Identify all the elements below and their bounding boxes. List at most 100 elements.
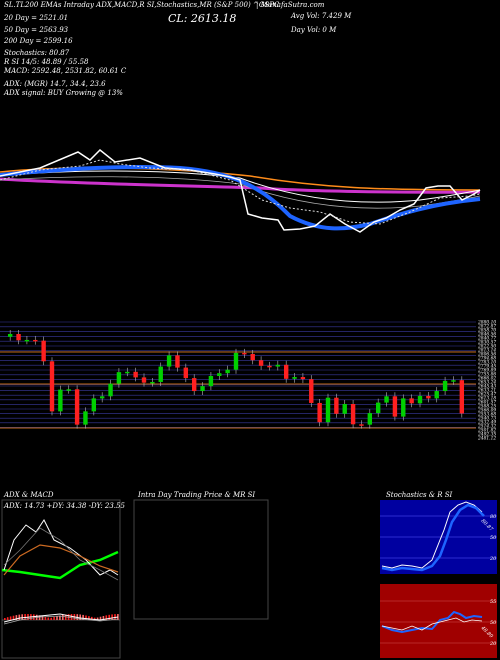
y-tick-label: 2613.18 — [477, 397, 496, 402]
candle-body — [133, 371, 138, 378]
mr-panel-title: Intra Day Trading Price & MR SI — [138, 491, 256, 499]
candle-body — [91, 398, 97, 412]
macd-hist-bar — [62, 614, 64, 620]
y-tick-label: 2588.25 — [477, 405, 496, 410]
y-tick-label: 2769.89 — [477, 369, 496, 374]
y-tick-label: 2840.77 — [477, 337, 496, 342]
y-tick-label: 2783.10 — [477, 361, 496, 366]
candle-body — [74, 389, 80, 425]
close-label: CL: 2613.18 — [168, 12, 237, 25]
candle-body — [309, 379, 314, 403]
candle-body — [166, 355, 172, 367]
candle-body — [175, 355, 180, 368]
y-tick-label: 2794.68 — [477, 357, 496, 362]
macd-hist-bar — [99, 616, 102, 620]
candle-body — [208, 376, 214, 387]
candle-body — [258, 360, 264, 366]
macd-hist-bar — [105, 615, 108, 620]
band-line — [0, 177, 481, 194]
y-tick-label: 2846.56 — [477, 333, 496, 338]
macd-hist-bar — [41, 615, 44, 620]
candle-body — [233, 352, 239, 370]
y-tick-label: 2645.43 — [477, 385, 496, 390]
adx-values-text: ADX: 14.73 +DY: 34.38 -DY: 23.55 — [3, 502, 125, 510]
top-strip: SL.TL200 EMAs Intraday ADX,MACD,R SI,Sto… — [4, 1, 280, 9]
candle-body — [250, 353, 255, 361]
macd-hist-bar — [108, 614, 110, 620]
adx-white-line — [3, 519, 119, 576]
macd-hist-bar — [44, 616, 47, 620]
y-tick-label: 2532.49 — [477, 421, 496, 426]
macd-signal-line — [3, 615, 119, 625]
candle-body — [108, 383, 113, 397]
stoch-k-line — [381, 501, 483, 569]
day-vol-label: Day Vol: 0 M — [291, 26, 337, 34]
ema200-label: 200 Day = 2599.16 — [4, 37, 73, 45]
y-tick-label: 2858.70 — [477, 329, 496, 334]
candle-body — [225, 369, 230, 374]
ema50-line — [0, 170, 481, 203]
y-tick-label: 2779.45 — [477, 365, 496, 370]
macd-hist-bar — [88, 616, 90, 620]
candle-body — [401, 398, 406, 417]
macd-label: MACD: 2592.48, 2531.82, 60.61 C — [4, 67, 127, 75]
macd-hist-bar — [53, 616, 55, 620]
candle-body — [141, 377, 147, 383]
rsi-label-50: 50 — [490, 620, 497, 626]
macd-hist-bar — [18, 614, 21, 620]
candle-body — [317, 402, 322, 423]
rsi-label-20: 20 — [489, 641, 497, 647]
macd-hist-bar — [96, 617, 99, 620]
candle-body — [200, 386, 205, 392]
macd-hist-bar — [12, 615, 15, 620]
stoch-label-20: 20 — [489, 556, 497, 562]
candle-body — [116, 372, 122, 384]
candle-body — [434, 391, 439, 399]
adx-orange-line — [3, 544, 119, 576]
candle-body — [150, 381, 155, 384]
adx-signal-label: ADX signal: BUY Growing @ 13% — [4, 89, 123, 97]
y-tick-label: 2553.68 — [477, 413, 496, 418]
stoch-panel-title: Stochastics & R SI — [386, 491, 453, 499]
stochastics-label: Stochastics: 80.87 — [4, 49, 70, 57]
y-tick-label: 2806.56 — [477, 353, 496, 358]
candle-body — [417, 395, 423, 404]
candle-body — [300, 377, 306, 380]
y-tick-label: 2566.09 — [477, 409, 496, 414]
candle-body — [334, 397, 339, 414]
y-tick-label: 2540.73 — [477, 417, 496, 422]
avg-vol-label: Avg Vol: 7.429 M — [291, 12, 352, 20]
macd-hist-bar — [93, 617, 96, 620]
candle-body — [217, 373, 222, 376]
candle-body — [191, 378, 197, 392]
candle-body — [325, 397, 331, 423]
ema50-label: 50 Day = 2563.93 — [4, 26, 69, 34]
macd-hist-bar — [85, 615, 87, 620]
candle-body — [41, 340, 46, 362]
macd-hist-bar — [102, 616, 105, 620]
adx-green-line — [1, 550, 119, 580]
stoch-d-line — [381, 503, 485, 572]
stoch-label-50: 50 — [490, 535, 497, 541]
candle-body — [459, 380, 465, 414]
candle-body — [375, 402, 381, 414]
price-line — [0, 148, 481, 233]
adx-label: ADX: (MGR) 14.7, 34.4, 23.6 — [4, 80, 106, 88]
candle-body — [442, 380, 448, 392]
candle-body — [350, 404, 356, 425]
macd-hist-bar — [15, 615, 18, 620]
macd-hist-bar — [79, 614, 81, 620]
candle-body — [342, 404, 347, 414]
macd-hist-bar — [59, 615, 61, 620]
y-tick-label: 2755.86 — [477, 373, 496, 378]
y-tick-label: 2872.87 — [477, 325, 496, 330]
macd-hist-bar — [56, 616, 58, 620]
macd-hist-bar — [33, 614, 35, 620]
candle-body — [359, 424, 364, 426]
candle-body — [451, 380, 456, 382]
y-tick-label: 2601.57 — [477, 401, 496, 406]
candle-body — [66, 389, 71, 391]
y-tick-label: 2514.32 — [477, 425, 496, 430]
candle-body — [183, 367, 189, 379]
